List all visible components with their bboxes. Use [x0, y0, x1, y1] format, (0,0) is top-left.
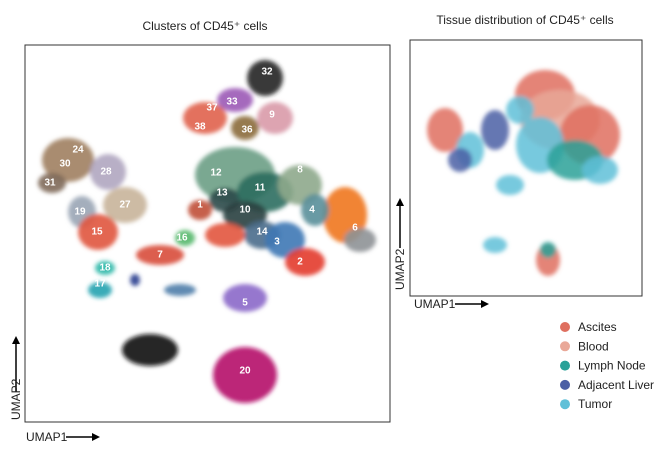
cluster-label: 36 [241, 125, 253, 136]
cluster-label: 31 [44, 178, 56, 189]
cluster-label: 11 [255, 183, 266, 194]
cluster-label: 30 [59, 159, 71, 170]
cluster-label: 13 [216, 188, 228, 199]
cluster-label: 17 [94, 279, 106, 290]
cluster-label: 37 [206, 103, 218, 114]
cluster-label: 27 [119, 200, 131, 211]
cluster-label: 7 [157, 250, 163, 261]
legend-swatch [560, 322, 570, 332]
tissue-blob [483, 237, 507, 253]
cluster-blob [175, 230, 195, 246]
cluster-label: 19 [74, 207, 86, 218]
y-arrow-head [396, 198, 404, 206]
tissue-blob [481, 110, 509, 150]
cluster-blob [42, 138, 94, 182]
legend-label: Lymph Node [578, 359, 646, 373]
cluster-blob [122, 334, 178, 366]
legend-swatch [560, 341, 570, 352]
cluster-label: 38 [194, 122, 206, 133]
legend-label: Tumor [578, 397, 612, 411]
cluster-blob [205, 223, 245, 247]
left-panel [24, 44, 391, 423]
cluster-blob [217, 88, 253, 112]
cluster-blob [78, 214, 118, 250]
cluster-blob [90, 154, 126, 190]
legend-swatch [560, 399, 570, 410]
y-arrow-head [12, 336, 20, 344]
right-panel [409, 39, 643, 297]
cluster-blob [164, 284, 196, 296]
cluster-label: 8 [297, 165, 303, 176]
cluster-label: 24 [72, 145, 84, 156]
x-arrow-head [481, 300, 489, 308]
cluster-label: 20 [239, 366, 251, 377]
cluster-label: 10 [239, 205, 251, 216]
cluster-blob [265, 222, 305, 258]
cluster-blob [247, 60, 283, 96]
cluster-label: 18 [99, 263, 111, 274]
legend: Ascites Blood Lymph Node Adjacent Liver Tumo… [560, 320, 654, 411]
cluster-blob [257, 102, 293, 134]
tissue-blob [540, 242, 556, 258]
cluster-label: 32 [261, 67, 273, 78]
cluster-label: 28 [100, 167, 112, 178]
cluster-blob [231, 116, 259, 140]
x-label: UMAP1 [414, 297, 456, 311]
tissue-blob [582, 156, 618, 184]
cluster-label: 14 [256, 227, 268, 238]
cluster-blob [88, 282, 112, 298]
y-label: UMAP2 [393, 248, 407, 290]
tissue-blob [496, 175, 524, 195]
cluster-blob [95, 261, 115, 275]
cluster-label: 15 [91, 227, 103, 238]
cluster-blob [285, 248, 325, 276]
cluster-blob [188, 200, 212, 220]
cluster-label: 1 [197, 200, 203, 211]
cluster-blob [130, 274, 140, 286]
cluster-label: 12 [210, 168, 222, 179]
cluster-label: 9 [269, 110, 275, 121]
cluster-label: 6 [352, 223, 358, 234]
tissue-blob [427, 108, 463, 152]
cluster-label: 33 [226, 97, 238, 108]
cluster-blob [223, 284, 267, 312]
cluster-label: 5 [242, 298, 248, 309]
cluster-blob [38, 173, 66, 193]
cluster-blob [344, 228, 376, 252]
x-arrow-head [92, 433, 100, 441]
cluster-cloud [38, 60, 376, 403]
right-title: Tissue distribution of CD45⁺ cells [436, 13, 613, 27]
tissue-blob [448, 148, 472, 172]
cluster-label: 4 [309, 205, 315, 216]
cluster-blob [136, 245, 184, 265]
legend-swatch [560, 360, 570, 371]
legend-label: Adjacent Liver [578, 378, 654, 392]
x-label: UMAP1 [26, 430, 68, 444]
tissue-blob [506, 96, 534, 124]
cluster-label: 3 [274, 237, 280, 248]
cluster-blob [183, 102, 227, 134]
cluster-blob [213, 347, 277, 403]
cluster-label: 2 [297, 257, 303, 268]
legend-label: Blood [578, 339, 609, 353]
tissue-cloud [427, 70, 620, 276]
cluster-blob [301, 194, 329, 226]
y-label: UMAP2 [9, 378, 23, 420]
cluster-label: 16 [176, 233, 188, 244]
legend-swatch [560, 379, 570, 390]
left-title: Clusters of CD45⁺ cells [142, 19, 267, 33]
legend-label: Ascites [578, 320, 617, 334]
cluster-blob [103, 187, 147, 223]
